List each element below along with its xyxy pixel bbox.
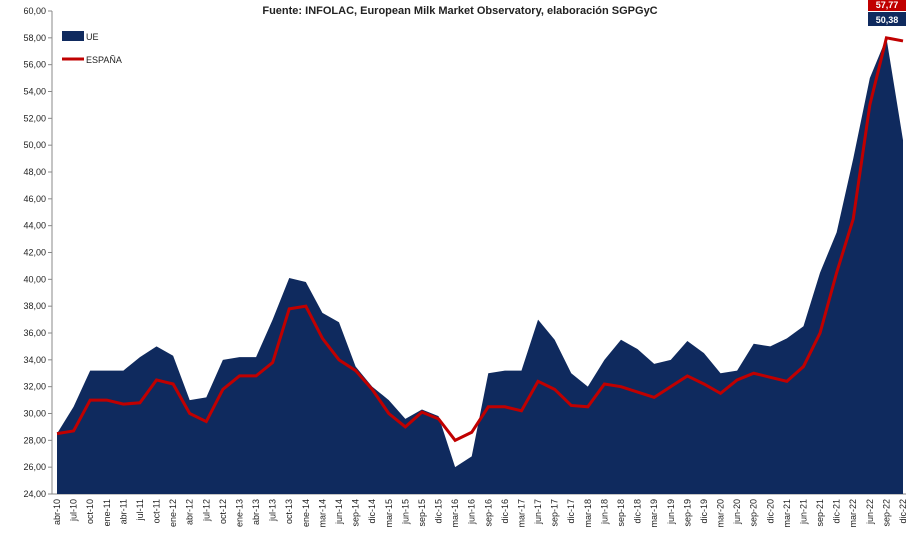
x-tick-label: mar-17 [516, 499, 526, 528]
x-tick-label: jun-19 [666, 499, 676, 525]
x-tick-label: dic-14 [367, 499, 377, 524]
y-tick-label: 30,00 [23, 409, 46, 419]
y-tick-label: 24,00 [23, 489, 46, 499]
x-tick-label: abr-11 [118, 499, 128, 524]
x-tick-label: sep-22 [881, 499, 891, 527]
x-tick-label: mar-20 [716, 499, 726, 528]
y-tick-label: 44,00 [23, 221, 46, 231]
x-tick-label: mar-14 [317, 499, 327, 528]
x-tick-label: ene-11 [102, 499, 112, 526]
x-tick-label: abr-12 [185, 499, 195, 525]
y-tick-label: 46,00 [23, 194, 46, 204]
x-tick-label: sep-20 [749, 499, 759, 527]
x-tick-label: jun-20 [732, 499, 742, 525]
x-tick-label: mar-22 [848, 499, 858, 528]
line [56, 36, 904, 443]
x-tick-label: ene-13 [234, 499, 244, 527]
y-tick-label: 58,00 [23, 33, 46, 43]
legend-label: UE [86, 32, 99, 42]
x-tick-label: ene-12 [168, 499, 178, 527]
x-tick-label: mar-18 [583, 499, 593, 528]
chart-subtitle: Fuente: INFOLAC, European Milk Market Ob… [262, 5, 657, 17]
x-tick-label: mar-19 [649, 499, 659, 528]
x-tick-label: mar-16 [450, 499, 460, 528]
x-tick-label: jul-12 [201, 499, 211, 522]
x-tick-label: sep-18 [616, 499, 626, 527]
y-tick-label: 50,00 [23, 140, 46, 150]
x-tick-label: jun-21 [798, 499, 808, 525]
x-tick-label: sep-15 [417, 499, 427, 527]
x-tick-label: jul-13 [268, 499, 278, 522]
x-tick-label: dic-19 [699, 499, 709, 524]
y-tick-label: 36,00 [23, 328, 46, 338]
x-tick-label: jun-16 [467, 499, 477, 525]
y-tick-label: 48,00 [23, 167, 46, 177]
y-tick-label: 42,00 [23, 248, 46, 258]
y-tick-label: 34,00 [23, 355, 46, 365]
x-tick-label: oct-10 [85, 499, 95, 524]
y-tick-label: 40,00 [23, 274, 46, 284]
x-tick-label: jul-10 [69, 499, 79, 522]
y-tick-label: 28,00 [23, 435, 46, 445]
x-tick-label: jun-14 [334, 499, 344, 525]
x-tick-label: jun-22 [865, 499, 875, 525]
x-tick-label: jun-17 [533, 499, 543, 525]
x-tick-label: abr-10 [52, 499, 62, 525]
value-label-box [868, 12, 906, 26]
x-tick-label: sep-14 [351, 499, 361, 527]
value-label-box [868, 0, 906, 11]
x-tick-label: dic-21 [832, 499, 842, 524]
y-tick-label: 56,00 [23, 60, 46, 70]
x-tick-label: mar-15 [384, 499, 394, 528]
x-tick-label: jun-18 [599, 499, 609, 525]
value-label: 57,77 [876, 0, 899, 10]
y-tick-label: 32,00 [23, 382, 46, 392]
area [57, 37, 903, 494]
y-tick-label: 52,00 [23, 113, 46, 123]
x-tick-label: jun-15 [400, 499, 410, 525]
x-tick-label: dic-15 [434, 499, 444, 524]
legend-label: ESPAÑA [86, 55, 122, 65]
x-tick-label: dic-20 [765, 499, 775, 524]
x-tick-label: sep-17 [550, 499, 560, 527]
x-tick-label: jul-11 [135, 499, 145, 521]
x-tick-label: sep-21 [815, 499, 825, 527]
x-tick-label: dic-18 [633, 499, 643, 524]
x-tick-label: oct-12 [218, 499, 228, 524]
x-tick-label: mar-21 [782, 499, 792, 528]
x-tick-label: oct-11 [152, 499, 162, 523]
x-tick-label: ene-14 [301, 499, 311, 527]
x-tick-label: abr-13 [251, 499, 261, 525]
value-label: 50,38 [876, 15, 899, 25]
x-tick-label: sep-19 [682, 499, 692, 527]
legend-swatch [62, 31, 84, 41]
x-tick-label: oct-13 [284, 499, 294, 524]
x-tick-label: sep-16 [483, 499, 493, 527]
y-tick-label: 26,00 [23, 462, 46, 472]
y-tick-label: 38,00 [23, 301, 46, 311]
y-tick-label: 60,00 [23, 6, 46, 16]
x-tick-label: dic-22 [898, 499, 908, 524]
y-tick-label: 54,00 [23, 87, 46, 97]
x-tick-label: dic-17 [566, 499, 576, 524]
x-tick-label: dic-16 [500, 499, 510, 524]
